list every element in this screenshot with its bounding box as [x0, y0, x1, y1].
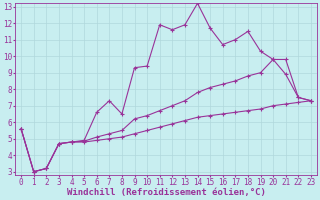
- X-axis label: Windchill (Refroidissement éolien,°C): Windchill (Refroidissement éolien,°C): [67, 188, 266, 197]
